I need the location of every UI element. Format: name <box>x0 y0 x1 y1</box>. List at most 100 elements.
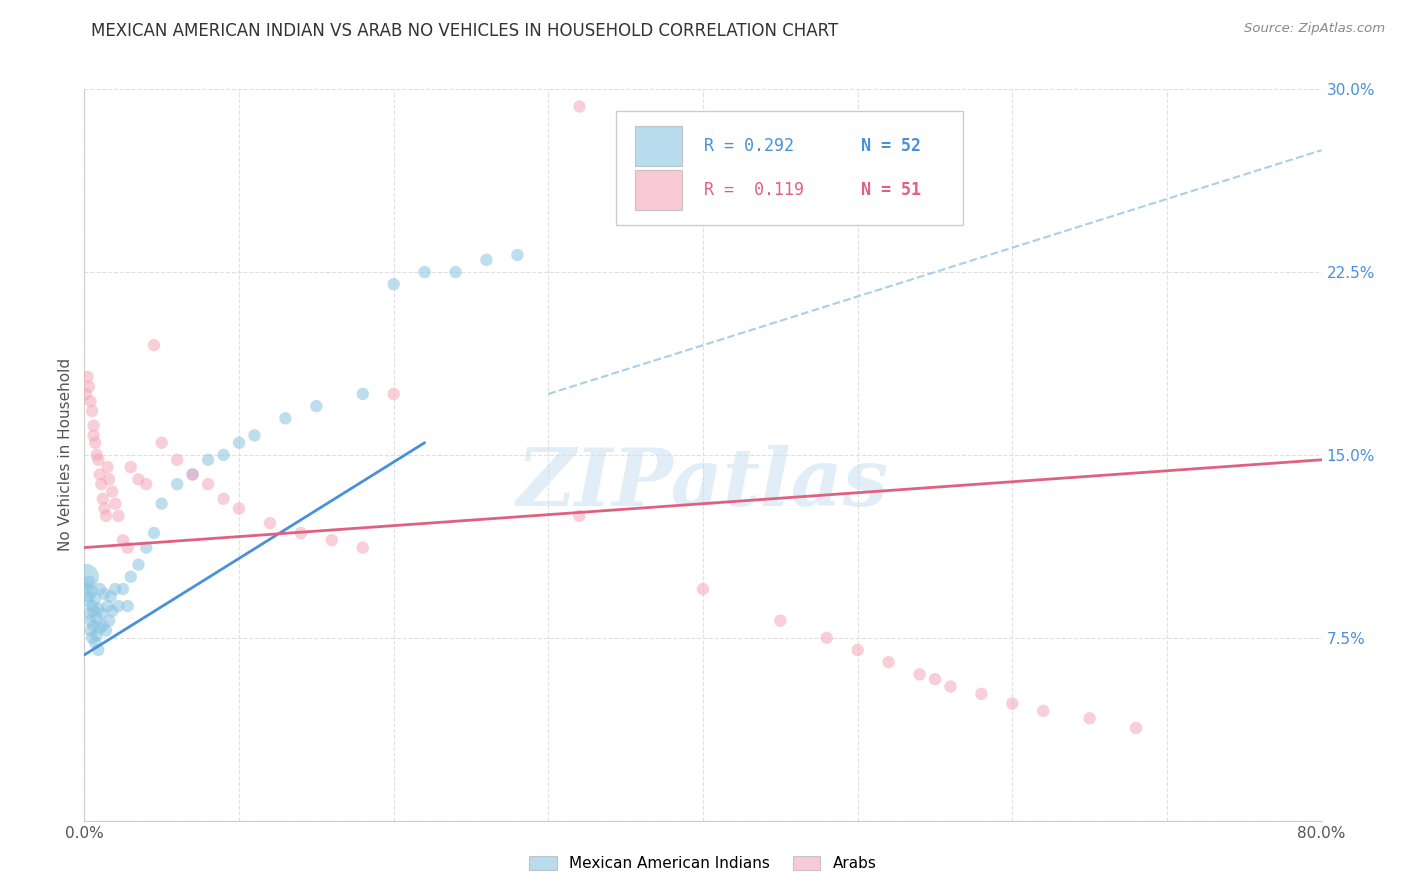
Point <box>150 435 173 450</box>
Point <box>135 477 157 491</box>
Point <box>83 418 105 433</box>
Point <box>104 497 127 511</box>
Point <box>352 387 374 401</box>
Point <box>259 516 281 531</box>
Point <box>100 590 122 604</box>
Text: R =  0.119: R = 0.119 <box>704 181 804 199</box>
Point <box>143 338 166 352</box>
Point <box>87 643 110 657</box>
Point <box>181 467 204 482</box>
Point <box>112 533 135 548</box>
Point <box>321 533 343 548</box>
Point <box>568 508 591 523</box>
Point <box>352 541 374 555</box>
Point <box>212 448 235 462</box>
Point <box>181 467 204 482</box>
Point <box>76 594 98 608</box>
Point <box>290 525 312 540</box>
Text: N = 51: N = 51 <box>862 181 921 199</box>
Legend: Mexican American Indians, Arabs: Mexican American Indians, Arabs <box>522 848 884 879</box>
Point <box>83 604 105 618</box>
Point <box>120 570 142 584</box>
Point <box>924 672 946 686</box>
Point <box>96 599 118 613</box>
Point <box>692 582 714 596</box>
Point <box>413 265 436 279</box>
Point <box>117 541 139 555</box>
FancyBboxPatch shape <box>636 126 682 167</box>
Point <box>939 680 962 694</box>
Point <box>79 394 101 409</box>
Point <box>506 248 529 262</box>
Point <box>98 472 121 486</box>
Point <box>127 472 149 486</box>
FancyBboxPatch shape <box>616 112 963 225</box>
Text: R = 0.292: R = 0.292 <box>704 137 794 155</box>
Point <box>89 467 111 482</box>
Point <box>83 428 105 442</box>
FancyBboxPatch shape <box>636 170 682 211</box>
Point <box>82 631 104 645</box>
Point <box>84 435 107 450</box>
Point <box>382 277 405 292</box>
Point <box>82 584 104 599</box>
Point <box>382 387 405 401</box>
Point <box>228 501 250 516</box>
Point <box>197 452 219 467</box>
Point <box>107 599 129 613</box>
Text: MEXICAN AMERICAN INDIAN VS ARAB NO VEHICLES IN HOUSEHOLD CORRELATION CHART: MEXICAN AMERICAN INDIAN VS ARAB NO VEHIC… <box>91 22 838 40</box>
Text: Source: ZipAtlas.com: Source: ZipAtlas.com <box>1244 22 1385 36</box>
Point <box>84 635 107 649</box>
Point <box>228 435 250 450</box>
Point <box>75 387 97 401</box>
Point <box>77 607 100 621</box>
Point <box>166 477 188 491</box>
Point <box>79 614 101 628</box>
Point <box>77 590 100 604</box>
Point <box>1078 711 1101 725</box>
Point <box>120 460 142 475</box>
Point <box>76 582 98 596</box>
Point <box>82 599 104 613</box>
Point <box>76 370 98 384</box>
Y-axis label: No Vehicles in Household: No Vehicles in Household <box>58 359 73 551</box>
Point <box>970 687 993 701</box>
Point <box>274 411 297 425</box>
Point <box>444 265 467 279</box>
Point <box>94 624 117 638</box>
Point <box>475 252 498 267</box>
Point <box>77 379 100 393</box>
Point <box>91 491 114 506</box>
Point <box>117 599 139 613</box>
Point <box>86 628 108 642</box>
Point <box>846 643 869 657</box>
Point <box>127 558 149 572</box>
Point <box>212 491 235 506</box>
Point <box>90 477 112 491</box>
Point <box>101 604 124 618</box>
Point <box>77 574 100 589</box>
Point <box>87 452 110 467</box>
Point <box>104 582 127 596</box>
Point <box>1125 721 1147 735</box>
Point <box>143 525 166 540</box>
Point <box>86 448 108 462</box>
Point <box>90 607 112 621</box>
Point <box>908 667 931 681</box>
Point <box>82 404 104 418</box>
Point <box>769 614 792 628</box>
Point <box>84 591 107 606</box>
Point <box>107 508 129 523</box>
Point <box>96 460 118 475</box>
Point <box>87 601 110 615</box>
Point <box>568 99 591 113</box>
Point <box>86 611 108 625</box>
Point <box>83 618 105 632</box>
Point <box>243 428 266 442</box>
Point <box>166 452 188 467</box>
Text: N = 52: N = 52 <box>862 137 921 155</box>
Point <box>79 624 101 638</box>
Point <box>93 501 115 516</box>
Point <box>1032 704 1054 718</box>
Point <box>135 541 157 555</box>
